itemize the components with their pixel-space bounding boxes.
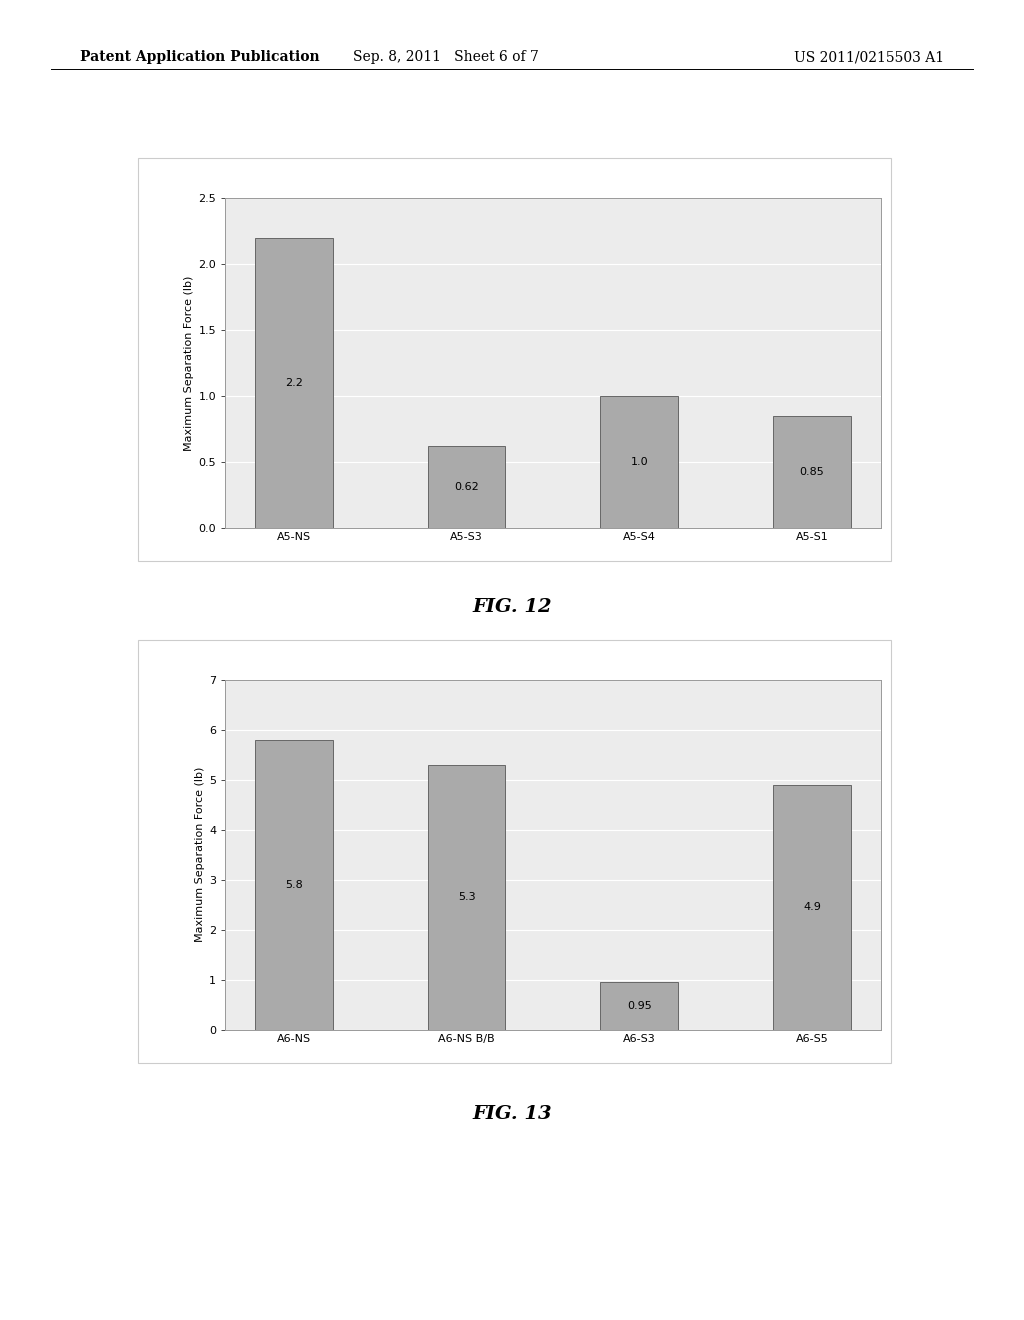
Bar [773, 416, 851, 528]
Bar [600, 396, 678, 528]
Text: Patent Application Publication: Patent Application Publication [80, 50, 319, 65]
Text: 0.85: 0.85 [800, 467, 824, 477]
Bar [255, 238, 333, 528]
Text: 5.8: 5.8 [285, 879, 303, 890]
Text: Sep. 8, 2011   Sheet 6 of 7: Sep. 8, 2011 Sheet 6 of 7 [352, 50, 539, 65]
Bar [773, 784, 851, 1030]
Text: 2.2: 2.2 [285, 378, 303, 388]
Text: FIG. 12: FIG. 12 [472, 598, 552, 616]
Text: FIG. 13: FIG. 13 [472, 1105, 552, 1123]
Y-axis label: Maximum Separation Force (lb): Maximum Separation Force (lb) [195, 767, 205, 942]
Text: 0.95: 0.95 [627, 1001, 651, 1011]
Text: 5.3: 5.3 [458, 892, 475, 902]
Text: 0.62: 0.62 [455, 482, 479, 492]
Bar [255, 739, 333, 1030]
Text: US 2011/0215503 A1: US 2011/0215503 A1 [794, 50, 944, 65]
Y-axis label: Maximum Separation Force (lb): Maximum Separation Force (lb) [184, 276, 195, 450]
Bar [428, 446, 506, 528]
Text: 1.0: 1.0 [631, 457, 648, 467]
Bar [600, 982, 678, 1030]
Text: 4.9: 4.9 [803, 902, 821, 912]
Bar [428, 764, 506, 1030]
